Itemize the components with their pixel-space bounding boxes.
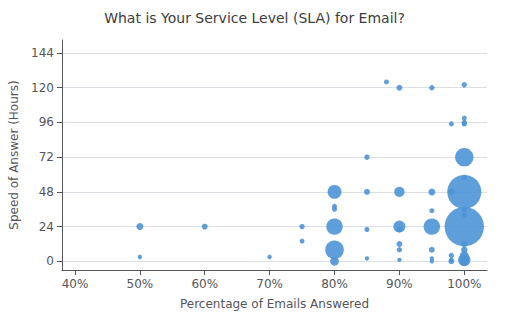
svg-text:Percentage of Emails Answered: Percentage of Emails Answered (180, 297, 369, 311)
svg-text:24: 24 (39, 220, 54, 234)
svg-text:100%: 100% (447, 277, 481, 291)
svg-text:50%: 50% (127, 277, 154, 291)
svg-text:96: 96 (39, 115, 54, 129)
svg-text:120: 120 (31, 81, 54, 95)
svg-text:72: 72 (39, 150, 54, 164)
svg-text:144: 144 (31, 46, 54, 60)
svg-text:40%: 40% (62, 277, 89, 291)
svg-text:What is Your Service Level (SL: What is Your Service Level (SLA) for Ema… (104, 10, 405, 26)
svg-text:80%: 80% (321, 277, 348, 291)
svg-text:70%: 70% (256, 277, 283, 291)
svg-text:Speed of Answer (Hours): Speed of Answer (Hours) (7, 80, 21, 229)
svg-text:90%: 90% (386, 277, 413, 291)
svg-text:48: 48 (39, 185, 54, 199)
svg-text:60%: 60% (191, 277, 218, 291)
svg-text:0: 0 (46, 254, 54, 268)
